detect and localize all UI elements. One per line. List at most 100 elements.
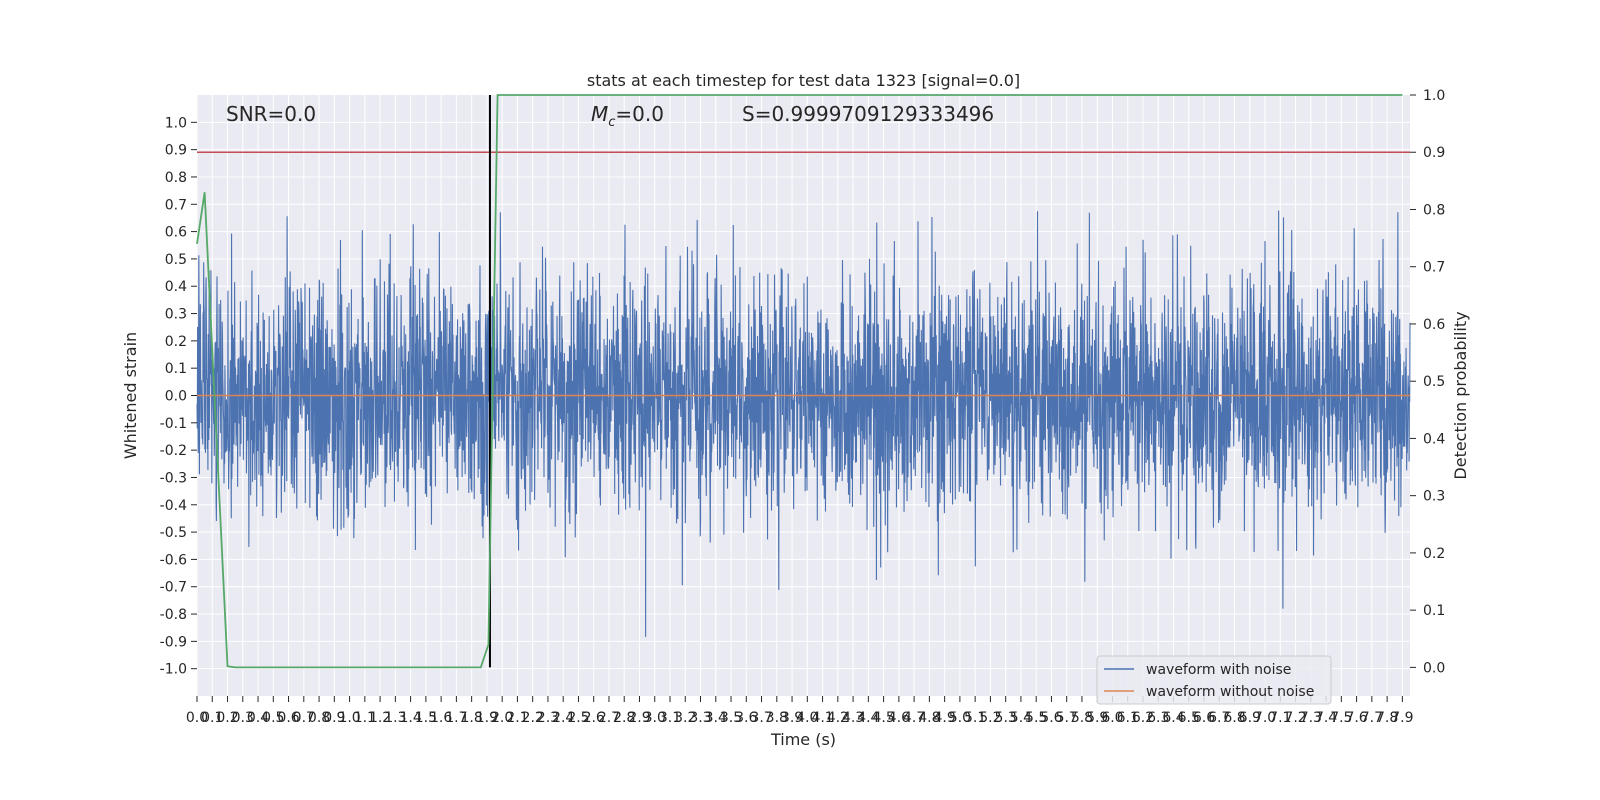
x-tick-label: 5.8 [1071, 710, 1093, 726]
x-tick-label: 0.7 [293, 710, 315, 726]
x-tick-label: 2.0 [491, 710, 513, 726]
x-tick-label: 0.8 [308, 710, 330, 726]
y2-tick-label: 0.8 [1423, 202, 1445, 218]
y2-tick-label: 0.4 [1423, 431, 1445, 447]
y-tick-label: 0.8 [165, 170, 187, 186]
legend-label-waveform-without-noise: waveform without noise [1146, 684, 1314, 700]
x-tick-label: 7.1 [1269, 710, 1291, 726]
y-tick-label: 0.2 [165, 334, 187, 350]
y-tick-label: -0.9 [160, 634, 187, 650]
y-tick-label: -0.2 [160, 443, 187, 459]
x-tick-label: 5.1 [964, 710, 986, 726]
chirp-mass-subscript: c [608, 115, 615, 130]
x-tick-label: 3.8 [766, 710, 788, 726]
x-tick-label: 0.4 [247, 710, 269, 726]
y-tick-label: 0.3 [165, 307, 187, 323]
y2-tick-label: 0.9 [1423, 145, 1445, 161]
axis-ticks: -1.0 -0.9 -0.8 -0.7 -0.6 -0.5 -0.4 -0.3 -0.2 -0.1… [160, 88, 1446, 726]
x-axis-label: Time (s) [770, 730, 836, 749]
y2-tick-label: 1.0 [1423, 88, 1445, 104]
y2-tick-label: 0.1 [1423, 603, 1445, 619]
x-tick-label: 4.6 [888, 710, 910, 726]
x-tick-label: 4.0 [796, 710, 818, 726]
x-tick-label: 3.7 [750, 710, 772, 726]
x-tick-label: 6.5 [1178, 710, 1200, 726]
x-tick-label: 1.7 [445, 710, 467, 726]
x-tick-label: 3.4 [705, 710, 727, 726]
x-tick-label: 0.6 [277, 710, 299, 726]
x-tick-label: 3.1 [659, 710, 681, 726]
y-axis-label: Whitened strain [121, 332, 140, 459]
x-tick-label: 4.5 [872, 710, 894, 726]
x-tick-label: 1.4 [399, 710, 421, 726]
x-tick-label: 1.8 [461, 710, 483, 726]
x-tick-label: 6.8 [1223, 710, 1245, 726]
y-tick-label: -0.3 [160, 470, 187, 486]
x-tick-label: 6.1 [1117, 710, 1139, 726]
x-tick-label: 1.1 [354, 710, 376, 726]
x-tick-label: 7.3 [1300, 710, 1322, 726]
x-tick-label: 6.7 [1208, 710, 1230, 726]
x-tick-label: 4.9 [934, 710, 956, 726]
x-tick-label: 7.0 [1254, 710, 1276, 726]
x-tick-label: 5.2 [979, 710, 1001, 726]
x-tick-label: 7.4 [1315, 710, 1337, 726]
x-tick-label: 1.9 [476, 710, 498, 726]
detection-probability-line [196, 94, 1403, 669]
y-tick-label: -0.5 [160, 525, 187, 541]
snr-annotation: SNR=0.0 [226, 102, 316, 126]
y2-tick-label: 0.7 [1423, 260, 1445, 276]
x-tick-label: 7.9 [1391, 710, 1413, 726]
y-tick-label: 0.7 [165, 197, 187, 213]
y-tick-label: -0.7 [160, 580, 187, 596]
x-tick-label: 3.0 [644, 710, 666, 726]
y-tick-label: -0.1 [160, 416, 187, 432]
x-tick-label: 4.2 [827, 710, 849, 726]
x-tick-label: 2.7 [598, 710, 620, 726]
x-tick-label: 1.0 [338, 710, 360, 726]
x-tick-label: 1.3 [384, 710, 406, 726]
y-tick-label: 0.9 [165, 143, 187, 159]
chirp-mass-value: =0.0 [615, 102, 664, 126]
x-tick-label: 6.0 [1101, 710, 1123, 726]
x-tick-label: 7.2 [1284, 710, 1306, 726]
y2-tick-label: 0.6 [1423, 317, 1445, 333]
x-tick-label: 7.6 [1345, 710, 1367, 726]
x-tick-label: 7.8 [1376, 710, 1398, 726]
x-tick-label: 4.7 [903, 710, 925, 726]
x-tick-label: 2.2 [522, 710, 544, 726]
x-tick-label: 5.5 [1025, 710, 1047, 726]
x-tick-label: 3.5 [720, 710, 742, 726]
x-tick-label: 2.6 [583, 710, 605, 726]
x-tick-label: 3.3 [689, 710, 711, 726]
y2-tick-label: 0.2 [1423, 546, 1445, 562]
y-tick-label: 0.1 [165, 361, 187, 377]
x-tick-label: 6.4 [1162, 710, 1184, 726]
x-tick-label: 7.7 [1361, 710, 1383, 726]
x-tick-label: 1.6 [430, 710, 452, 726]
x-tick-label: 5.4 [1010, 710, 1032, 726]
waveform-with-noise-line [196, 210, 1411, 637]
x-tick-label: 4.4 [857, 710, 879, 726]
x-tick-label: 4.3 [842, 710, 864, 726]
x-tick-label: 0.2 [216, 710, 238, 726]
x-tick-label: 0.0 [186, 710, 208, 726]
y2-tick-label: 0.3 [1423, 489, 1445, 505]
x-tick-label: 3.2 [674, 710, 696, 726]
x-tick-label: 0.9 [323, 710, 345, 726]
x-tick-label: 3.9 [781, 710, 803, 726]
x-tick-label: 0.1 [201, 710, 223, 726]
y-tick-label: 0.4 [165, 279, 187, 295]
x-tick-label: 2.9 [628, 710, 650, 726]
y-tick-label: 1.0 [165, 115, 187, 131]
y2-tick-label: 0.5 [1423, 374, 1445, 390]
x-tick-label: 6.6 [1193, 710, 1215, 726]
x-tick-label: 0.5 [262, 710, 284, 726]
x-tick-label: 5.9 [1086, 710, 1108, 726]
x-tick-label: 1.2 [369, 710, 391, 726]
x-tick-label: 5.0 [949, 710, 971, 726]
x-tick-label: 5.3 [995, 710, 1017, 726]
y-tick-label: -0.6 [160, 552, 187, 568]
y-tick-label: 0.0 [165, 389, 187, 405]
